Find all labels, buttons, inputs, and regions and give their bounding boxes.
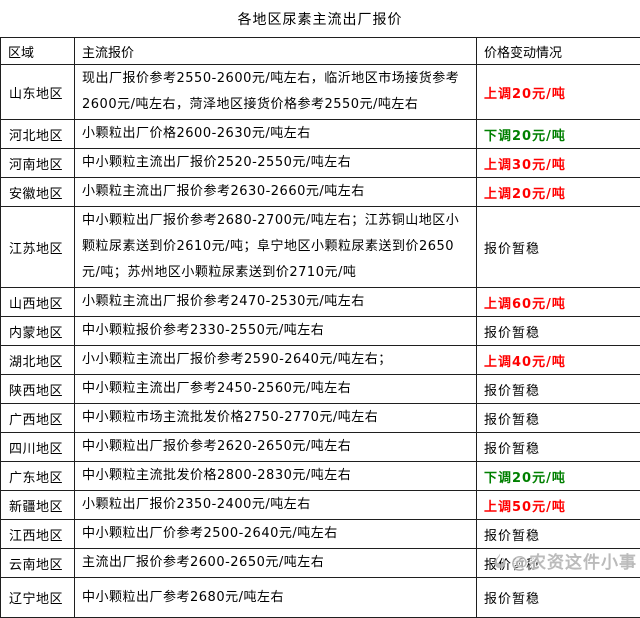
change-cell: 上调20元/吨	[477, 178, 640, 207]
page: { "page": { "title": "各地区尿素主流出厂报价" }, "t…	[0, 0, 640, 583]
quote-cell: 小颗粒出厂报价2350-2400元/吨左右	[75, 491, 477, 520]
change-text: 上调60元/吨	[484, 297, 566, 312]
change-cell: 报价暂稳	[477, 375, 640, 404]
change-text: 上调30元/吨	[484, 158, 566, 173]
region-cell: 四川地区	[1, 433, 75, 462]
change-text: 报价暂稳	[484, 326, 540, 341]
region-cell: 河南地区	[1, 149, 75, 178]
change-cell: 报价暂稳	[477, 207, 640, 288]
region-cell: 广西地区	[1, 404, 75, 433]
table-row: 新疆地区 小颗粒出厂报价2350-2400元/吨左右 上调50元/吨	[1, 491, 640, 520]
change-text: 报价暂稳	[484, 413, 540, 428]
change-text: 报价暂稳	[484, 558, 540, 573]
quote-cell: 小颗粒主流出厂报价参考2630-2660元/吨左右	[75, 178, 477, 207]
region-cell: 辽宁地区	[1, 578, 75, 618]
table-row: 江西地区 中小颗粒出厂价参考2500-2640元/吨左右 报价暂稳	[1, 520, 640, 549]
quote-cell: 中小颗粒出厂报价参考2620-2650元/吨左右	[75, 433, 477, 462]
change-text: 下调20元/吨	[484, 471, 566, 486]
region-cell: 陕西地区	[1, 375, 75, 404]
change-cell: 上调60元/吨	[477, 288, 640, 317]
change-text: 报价暂稳	[484, 529, 540, 544]
change-cell: 报价暂稳	[477, 549, 640, 578]
region-cell: 山西地区	[1, 288, 75, 317]
change-text: 上调50元/吨	[484, 500, 566, 515]
change-cell: 报价暂稳	[477, 520, 640, 549]
quote-cell: 小颗粒主流出厂报价参考2470-2530元/吨左右	[75, 288, 477, 317]
table-row: 陕西地区 中小颗粒主流出厂参考2450-2560元/吨左右 报价暂稳	[1, 375, 640, 404]
change-text: 报价暂稳	[484, 242, 540, 257]
region-cell: 广东地区	[1, 462, 75, 491]
quote-cell: 主流出厂报价参考2600-2650元/吨左右	[75, 549, 477, 578]
price-table: 区域 主流报价 价格变动情况 山东地区 现出厂报价参考2550-2600元/吨左…	[0, 37, 640, 618]
region-cell: 安徽地区	[1, 178, 75, 207]
table-row: 山东地区 现出厂报价参考2550-2600元/吨左右，临沂地区市场接货参考260…	[1, 65, 640, 120]
table-row: 江苏地区 中小颗粒出厂报价参考2680-2700元/吨左右；江苏铜山地区小颗粒尿…	[1, 207, 640, 288]
change-cell: 下调20元/吨	[477, 120, 640, 149]
header-row: 区域 主流报价 价格变动情况	[1, 38, 640, 65]
table-row: 河南地区 中小颗粒主流出厂报价2520-2550元/吨左右 上调30元/吨	[1, 149, 640, 178]
region-cell: 湖北地区	[1, 346, 75, 375]
header-change: 价格变动情况	[477, 38, 640, 65]
quote-cell: 中小颗粒报价参考2330-2550元/吨左右	[75, 317, 477, 346]
quote-cell: 中小颗粒出厂价参考2500-2640元/吨左右	[75, 520, 477, 549]
table-row: 山西地区 小颗粒主流出厂报价参考2470-2530元/吨左右 上调60元/吨	[1, 288, 640, 317]
change-text: 上调20元/吨	[484, 87, 566, 102]
change-cell: 上调50元/吨	[477, 491, 640, 520]
region-cell: 江西地区	[1, 520, 75, 549]
quote-cell: 中小颗粒出厂参考2680元/吨左右	[75, 578, 477, 618]
change-cell: 上调30元/吨	[477, 149, 640, 178]
region-cell: 云南地区	[1, 549, 75, 578]
table-row: 广东地区 中小颗粒主流批发价格2800-2830元/吨左右 下调20元/吨	[1, 462, 640, 491]
change-cell: 报价暂稳	[477, 578, 640, 618]
change-text: 上调40元/吨	[484, 355, 566, 370]
change-text: 下调20元/吨	[484, 129, 566, 144]
header-quote: 主流报价	[75, 38, 477, 65]
table-row: 内蒙地区 中小颗粒报价参考2330-2550元/吨左右 报价暂稳	[1, 317, 640, 346]
change-cell: 上调40元/吨	[477, 346, 640, 375]
table-row: 安徽地区 小颗粒主流出厂报价参考2630-2660元/吨左右 上调20元/吨	[1, 178, 640, 207]
quote-cell: 中小颗粒主流出厂报价2520-2550元/吨左右	[75, 149, 477, 178]
quote-cell: 小小颗粒主流出厂报价参考2590-2640元/吨左右；	[75, 346, 477, 375]
region-cell: 内蒙地区	[1, 317, 75, 346]
table-row: 河北地区 小颗粒出厂价格2600-2630元/吨左右 下调20元/吨	[1, 120, 640, 149]
table-row: 云南地区 主流出厂报价参考2600-2650元/吨左右 报价暂稳	[1, 549, 640, 578]
region-cell: 江苏地区	[1, 207, 75, 288]
change-cell: 下调20元/吨	[477, 462, 640, 491]
region-cell: 河北地区	[1, 120, 75, 149]
change-text: 报价暂稳	[484, 442, 540, 457]
header-region: 区域	[1, 38, 75, 65]
change-cell: 报价暂稳	[477, 433, 640, 462]
quote-cell: 现出厂报价参考2550-2600元/吨左右，临沂地区市场接货参考2600元/吨左…	[75, 65, 477, 120]
table-row: 辽宁地区 中小颗粒出厂参考2680元/吨左右 报价暂稳	[1, 578, 640, 618]
table-row: 四川地区 中小颗粒出厂报价参考2620-2650元/吨左右 报价暂稳	[1, 433, 640, 462]
quote-cell: 中小颗粒出厂报价参考2680-2700元/吨左右；江苏铜山地区小颗粒尿素送到价2…	[75, 207, 477, 288]
page-title: 各地区尿素主流出厂报价	[0, 0, 640, 37]
region-cell: 山东地区	[1, 65, 75, 120]
quote-cell: 中小颗粒主流出厂参考2450-2560元/吨左右	[75, 375, 477, 404]
table-row: 湖北地区 小小颗粒主流出厂报价参考2590-2640元/吨左右； 上调40元/吨	[1, 346, 640, 375]
change-cell: 上调20元/吨	[477, 65, 640, 120]
change-text: 报价暂稳	[484, 592, 540, 607]
table-row: 广西地区 中小颗粒市场主流批发价格2750-2770元/吨左右 报价暂稳	[1, 404, 640, 433]
change-cell: 报价暂稳	[477, 404, 640, 433]
quote-cell: 小颗粒出厂价格2600-2630元/吨左右	[75, 120, 477, 149]
change-text: 上调20元/吨	[484, 187, 566, 202]
region-cell: 新疆地区	[1, 491, 75, 520]
quote-cell: 中小颗粒主流批发价格2800-2830元/吨左右	[75, 462, 477, 491]
quote-cell: 中小颗粒市场主流批发价格2750-2770元/吨左右	[75, 404, 477, 433]
change-text: 报价暂稳	[484, 384, 540, 399]
change-cell: 报价暂稳	[477, 317, 640, 346]
